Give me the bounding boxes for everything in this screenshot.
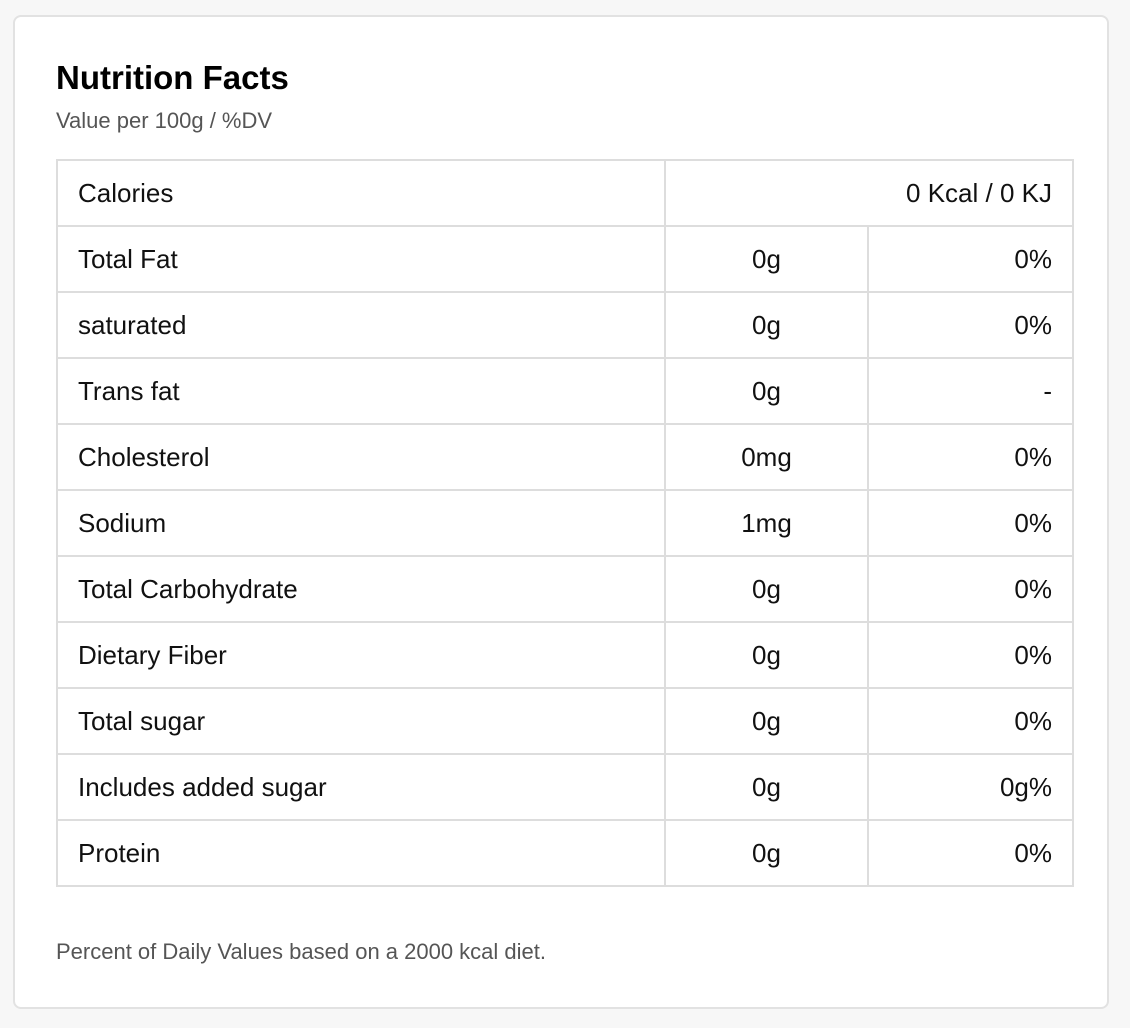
table-row: Includes added sugar 0g 0g% (56, 753, 1074, 821)
table-row: Cholesterol 0mg 0% (56, 423, 1074, 491)
table-row: Protein 0g 0% (56, 819, 1074, 887)
nutrient-name: Cholesterol (56, 423, 666, 491)
nutrient-amount: 0g (664, 753, 869, 821)
footnote: Percent of Daily Values based on a 2000 … (56, 939, 547, 964)
nutrient-name: saturated (56, 291, 666, 359)
nutrient-name: Total Carbohydrate (56, 555, 666, 623)
nutrient-daily-value: 0% (867, 555, 1074, 623)
nutrient-name: Protein (56, 819, 666, 887)
nutrient-amount: 0g (664, 687, 869, 755)
table-row: saturated 0g 0% (56, 291, 1074, 359)
calories-row: Calories 0 Kcal / 0 KJ (56, 159, 1074, 227)
nutrient-daily-value: - (867, 357, 1074, 425)
nutrient-amount: 1mg (664, 489, 869, 557)
table-row: Dietary Fiber 0g 0% (56, 621, 1074, 689)
nutrient-daily-value: 0% (867, 225, 1074, 293)
subtitle: Value per 100g / %DV (56, 108, 273, 133)
table-row: Trans fat 0g - (56, 357, 1074, 425)
nutrient-name: Sodium (56, 489, 666, 557)
nutrient-daily-value: 0% (867, 291, 1074, 359)
nutrient-amount: 0mg (664, 423, 869, 491)
nutrient-amount: 0g (664, 291, 869, 359)
nutrient-daily-value: 0% (867, 621, 1074, 689)
nutrient-amount: 0g (664, 621, 869, 689)
page-title: Nutrition Facts (56, 59, 289, 96)
nutrient-daily-value: 0% (867, 489, 1074, 557)
calories-value: 0 Kcal / 0 KJ (664, 159, 1074, 227)
table-row: Total Fat 0g 0% (56, 225, 1074, 293)
nutrient-name: Total Fat (56, 225, 666, 293)
nutrition-table: Calories 0 Kcal / 0 KJ Total Fat 0g 0% s… (56, 159, 1074, 887)
table-row: Sodium 1mg 0% (56, 489, 1074, 557)
nutrient-name: Dietary Fiber (56, 621, 666, 689)
nutrient-amount: 0g (664, 555, 869, 623)
table-row: Total sugar 0g 0% (56, 687, 1074, 755)
table-row: Total Carbohydrate 0g 0% (56, 555, 1074, 623)
nutrient-amount: 0g (664, 357, 869, 425)
nutrient-daily-value: 0% (867, 687, 1074, 755)
nutrient-name: Total sugar (56, 687, 666, 755)
nutrient-daily-value: 0% (867, 819, 1074, 887)
nutrient-daily-value: 0% (867, 423, 1074, 491)
nutrient-amount: 0g (664, 225, 869, 293)
nutrient-name: Trans fat (56, 357, 666, 425)
nutrition-card: Nutrition Facts Value per 100g / %DV Cal… (13, 15, 1109, 1009)
calories-label: Calories (56, 159, 666, 227)
nutrient-name: Includes added sugar (56, 753, 666, 821)
nutrient-daily-value: 0g% (867, 753, 1074, 821)
nutrient-amount: 0g (664, 819, 869, 887)
